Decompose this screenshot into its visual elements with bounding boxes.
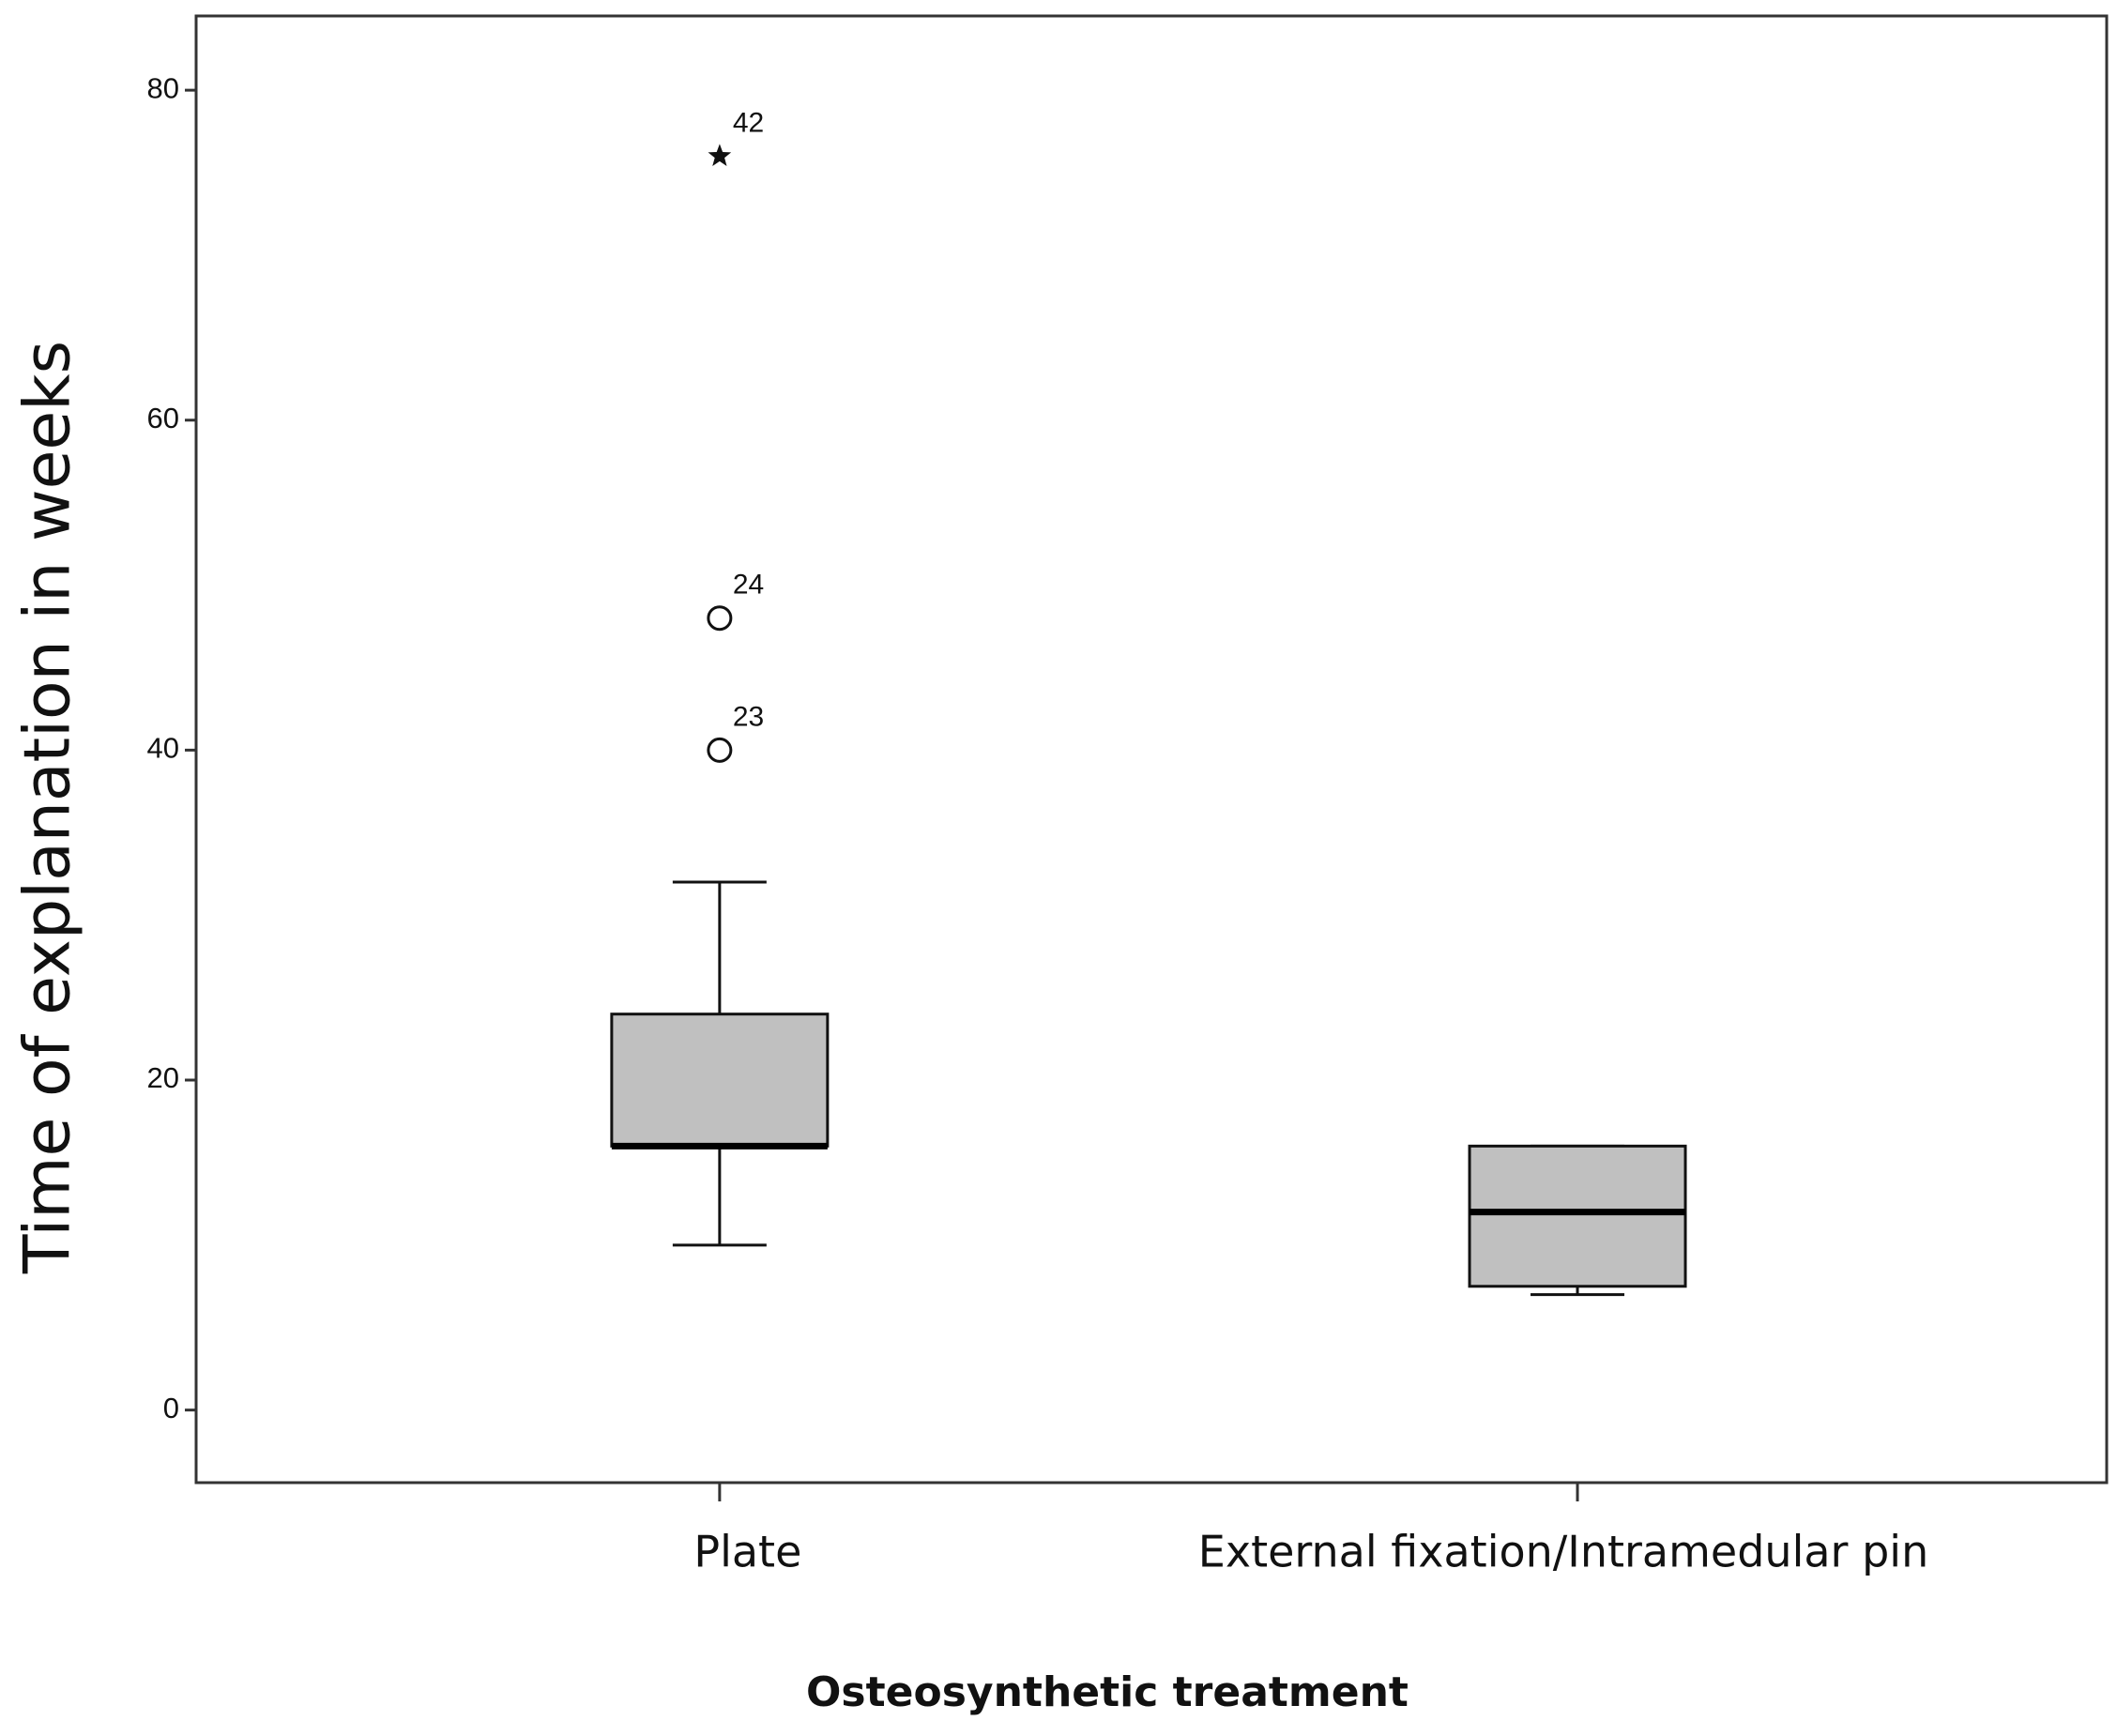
y-tick-label: 20 — [147, 1061, 179, 1094]
y-tick-label: 60 — [147, 402, 179, 434]
outlier-label: 42 — [733, 107, 764, 138]
x-axis-label: Osteosynthetic treatment — [806, 1668, 1409, 1716]
x-tick-label: Plate — [693, 1527, 801, 1577]
plot-frame — [194, 14, 2109, 1485]
y-axis-label: Time of explanation in weeks — [11, 341, 85, 1274]
x-tick-label: External fixation/Intramedular pin — [1198, 1527, 1928, 1577]
extreme-point — [708, 144, 732, 166]
box — [1468, 1144, 1687, 1288]
y-tick-label: 80 — [147, 71, 179, 104]
box — [610, 1013, 830, 1148]
outlier-label: 24 — [733, 570, 764, 601]
y-tick-label: 0 — [163, 1392, 179, 1424]
outlier-label: 23 — [733, 701, 764, 732]
outlier-point — [707, 605, 733, 632]
outlier-point — [707, 737, 733, 763]
y-tick-label: 40 — [147, 732, 179, 765]
